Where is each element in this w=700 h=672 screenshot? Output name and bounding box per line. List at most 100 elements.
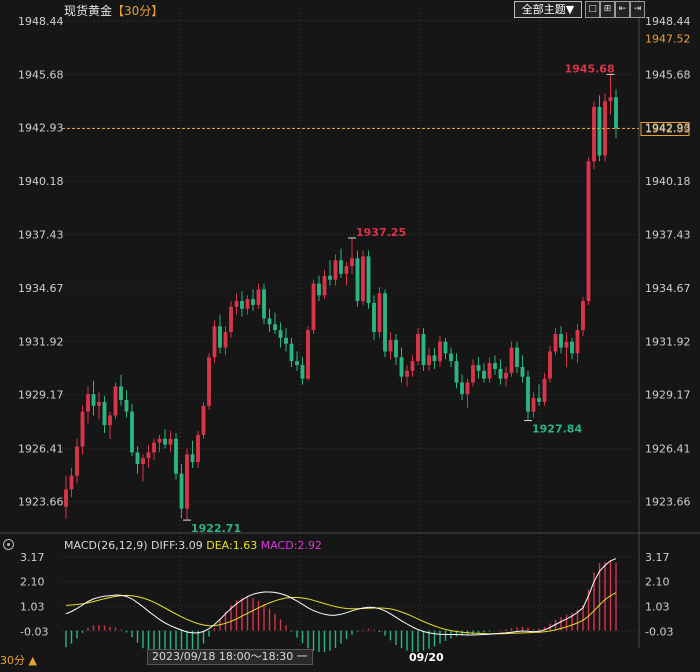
candle-body bbox=[614, 97, 618, 129]
candle-body bbox=[421, 334, 426, 366]
y-tick-label-right: 1948.44 bbox=[645, 15, 691, 28]
candle bbox=[383, 289, 387, 358]
candle-body bbox=[317, 283, 321, 296]
candle-body bbox=[366, 256, 371, 303]
candle-body bbox=[476, 365, 481, 371]
candle-body bbox=[454, 361, 459, 383]
candle bbox=[223, 326, 228, 356]
candle bbox=[278, 322, 283, 348]
candle bbox=[548, 345, 552, 383]
macd-tick-left: -0.03 bbox=[20, 625, 48, 638]
candle-body bbox=[168, 438, 173, 445]
candle-body bbox=[262, 289, 266, 319]
candle-body bbox=[207, 357, 211, 406]
candle bbox=[372, 295, 376, 340]
candle-body bbox=[509, 347, 514, 373]
candle-body bbox=[410, 361, 415, 371]
candle-body bbox=[174, 438, 178, 474]
candle-body bbox=[69, 475, 74, 490]
candle-body bbox=[405, 370, 409, 377]
candle-body bbox=[141, 458, 145, 465]
candle-body bbox=[586, 161, 591, 302]
candle bbox=[553, 328, 558, 356]
reset-icon[interactable] bbox=[3, 539, 14, 550]
candle bbox=[388, 332, 393, 360]
candle bbox=[300, 357, 305, 385]
candle bbox=[454, 353, 459, 389]
toolbar-button[interactable]: □ bbox=[585, 1, 600, 18]
candle-body bbox=[515, 347, 519, 367]
y-tick-label-right: 1940.18 bbox=[645, 175, 691, 188]
candle-body bbox=[229, 306, 233, 333]
candle-body bbox=[553, 334, 558, 352]
candle bbox=[201, 401, 206, 439]
candle-body bbox=[300, 365, 305, 379]
candle bbox=[465, 378, 470, 408]
candle bbox=[592, 101, 596, 170]
chart-title: 现货黄金【30分】 bbox=[64, 2, 163, 19]
candle bbox=[493, 355, 497, 375]
candle bbox=[135, 446, 140, 474]
candle bbox=[482, 363, 486, 383]
candle-body bbox=[218, 326, 222, 348]
current-price-label: 1942.89 bbox=[645, 123, 691, 136]
candle bbox=[245, 295, 250, 315]
period-selector[interactable]: 30分 ▲ bbox=[0, 654, 37, 667]
candle-body bbox=[64, 489, 68, 507]
candle bbox=[608, 74, 613, 115]
y-tick-label-left: 1929.17 bbox=[18, 389, 64, 402]
candle-body bbox=[113, 386, 118, 416]
candle bbox=[559, 326, 563, 354]
candle bbox=[240, 291, 244, 317]
candle bbox=[108, 411, 112, 439]
candle bbox=[86, 386, 90, 424]
candle-body bbox=[427, 355, 431, 366]
candle-body bbox=[471, 365, 475, 383]
candle-body bbox=[306, 330, 310, 379]
candle bbox=[262, 283, 266, 325]
candle bbox=[69, 467, 74, 498]
candle-body bbox=[284, 337, 288, 344]
candle bbox=[311, 279, 316, 335]
toolbar-button[interactable]: ⊞ bbox=[600, 1, 615, 18]
candle-body bbox=[256, 289, 261, 305]
annotation-label: 1945.68 bbox=[565, 62, 615, 75]
dea-line bbox=[65, 592, 617, 635]
candle bbox=[190, 440, 195, 468]
candle bbox=[410, 355, 415, 377]
candle bbox=[405, 365, 409, 387]
candle bbox=[267, 308, 272, 333]
candle-body bbox=[570, 341, 574, 354]
y-tick-label-left: 1934.67 bbox=[18, 282, 64, 295]
candle bbox=[471, 359, 475, 387]
candle bbox=[509, 341, 514, 377]
candle bbox=[449, 347, 453, 367]
candle bbox=[168, 431, 173, 453]
candle-body bbox=[157, 438, 162, 443]
candle-body bbox=[146, 452, 151, 459]
candle-body bbox=[388, 339, 393, 352]
theme-dropdown-button[interactable]: 全部主题▼ bbox=[514, 1, 582, 18]
toolbar-button[interactable]: ⇤ bbox=[615, 1, 630, 18]
candle-body bbox=[344, 266, 349, 274]
candle-body bbox=[520, 366, 525, 377]
y-tick-label-right: 1937.43 bbox=[645, 228, 691, 241]
macd-tick-right: -0.03 bbox=[645, 625, 673, 638]
candle bbox=[581, 297, 585, 336]
toolbar-button[interactable]: ⇥ bbox=[630, 1, 645, 18]
y-tick-label-right: 1923.66 bbox=[645, 496, 691, 509]
candle bbox=[438, 335, 442, 367]
candle bbox=[251, 289, 255, 311]
candle bbox=[476, 357, 481, 379]
macd-title: MACD(26,12,9) bbox=[64, 539, 148, 552]
candle bbox=[295, 351, 299, 371]
candle bbox=[515, 341, 519, 373]
period-label: 【30分】 bbox=[112, 4, 164, 18]
y-tick-label-left: 1937.43 bbox=[18, 228, 64, 241]
candle bbox=[163, 429, 167, 449]
candle-body bbox=[201, 405, 206, 435]
candle-body bbox=[152, 442, 156, 453]
candle-body bbox=[548, 351, 552, 379]
